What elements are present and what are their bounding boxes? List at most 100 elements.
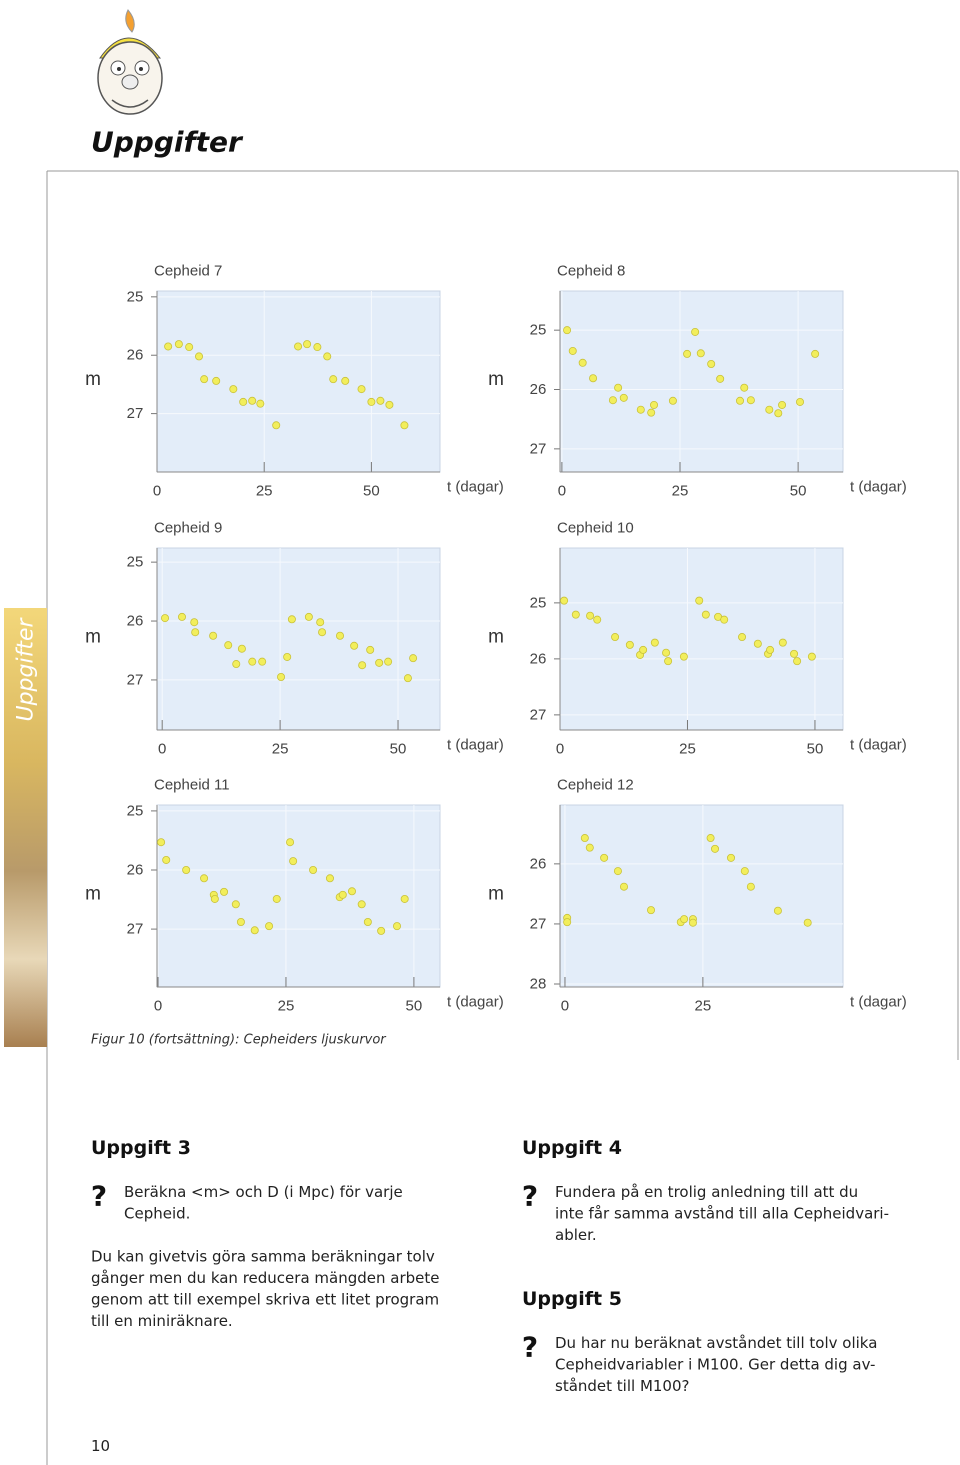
y-tick-label: 25 — [530, 594, 547, 611]
data-point — [580, 834, 589, 843]
chart-title: Cepheid 12 — [557, 777, 634, 794]
data-point — [688, 918, 697, 927]
data-point — [367, 397, 376, 406]
question-line: Cepheid. — [124, 1205, 190, 1223]
data-point — [161, 614, 170, 623]
y-axis-label: m — [85, 884, 101, 905]
y-tick-label: 26 — [127, 862, 144, 879]
data-point — [212, 376, 221, 385]
data-point — [619, 393, 628, 402]
data-point — [248, 396, 257, 405]
data-point — [563, 326, 572, 335]
y-axis-label: m — [85, 627, 101, 648]
data-point — [258, 657, 267, 666]
data-point — [790, 649, 799, 658]
data-point — [250, 926, 259, 935]
data-point — [182, 866, 191, 875]
y-tick-label: 27 — [530, 706, 547, 723]
data-point — [774, 409, 783, 418]
y-tick-label: 26 — [127, 347, 144, 364]
x-tick-label: 0 — [153, 483, 161, 500]
x-tick-label: 50 — [790, 483, 807, 500]
data-point — [303, 340, 312, 349]
y-tick-label: 25 — [127, 288, 144, 305]
data-point — [578, 358, 587, 367]
data-point — [289, 857, 298, 866]
data-point — [691, 327, 700, 336]
data-point — [753, 639, 762, 648]
task-title: Uppgift 5 — [522, 1288, 622, 1310]
x-tick-label: 0 — [154, 998, 162, 1015]
data-point — [706, 834, 715, 843]
data-point — [608, 396, 617, 405]
data-point — [283, 652, 292, 661]
task-text-line: till en miniräknare. — [91, 1312, 233, 1330]
data-point — [746, 882, 755, 891]
task-title: Uppgift 4 — [522, 1137, 622, 1159]
chart-title: Cepheid 10 — [557, 520, 634, 537]
data-point — [287, 615, 296, 624]
question-line: Du har nu beräknat avståndet till tolv o… — [555, 1334, 877, 1352]
data-point — [237, 644, 246, 653]
x-axis-label: t (dagar) — [850, 994, 907, 1011]
x-axis-label: t (dagar) — [447, 994, 504, 1011]
data-point — [400, 894, 409, 903]
x-tick-label: 25 — [272, 741, 289, 758]
data-point — [796, 397, 805, 406]
data-point — [200, 874, 209, 883]
data-point — [793, 657, 802, 666]
y-tick-label: 27 — [127, 921, 144, 938]
data-point — [384, 657, 393, 666]
data-point — [740, 383, 749, 392]
data-point — [400, 421, 409, 430]
data-point — [209, 631, 218, 640]
data-point — [357, 900, 366, 909]
data-point — [231, 900, 240, 909]
data-point — [236, 918, 245, 927]
x-tick-label: 25 — [256, 483, 273, 500]
page-title: Uppgifter — [91, 126, 244, 159]
sidebar-label: Uppgifter — [14, 617, 39, 722]
y-tick-label: 26 — [530, 381, 547, 398]
y-tick-label: 28 — [530, 975, 547, 992]
data-point — [647, 408, 656, 417]
data-point — [376, 396, 385, 405]
y-axis-label: m — [488, 627, 504, 648]
data-point — [680, 915, 689, 924]
mascot-icon — [97, 9, 163, 115]
data-point — [239, 397, 248, 406]
data-point — [679, 652, 688, 661]
data-point — [200, 375, 209, 384]
chart-title: Cepheid 8 — [557, 263, 625, 280]
x-tick-label: 0 — [558, 483, 566, 500]
data-point — [325, 874, 334, 883]
data-point — [366, 645, 375, 654]
data-point — [220, 887, 229, 896]
y-tick-label: 26 — [530, 650, 547, 667]
y-tick-label: 27 — [530, 915, 547, 932]
data-point — [357, 385, 366, 394]
data-point — [803, 918, 812, 927]
data-point — [740, 867, 749, 876]
data-point — [560, 596, 569, 605]
x-axis-label: t (dagar) — [447, 479, 504, 496]
question-icon: ? — [522, 1331, 538, 1364]
x-axis-label: t (dagar) — [850, 737, 907, 754]
task-title: Uppgift 3 — [91, 1137, 191, 1159]
data-point — [248, 657, 257, 666]
y-tick-label: 26 — [530, 855, 547, 872]
data-point — [625, 640, 634, 649]
data-point — [393, 922, 402, 931]
tasks: Uppgift 3? Beräkna <m> och D (i Mpc) för … — [91, 1137, 889, 1395]
x-tick-label: 0 — [158, 741, 166, 758]
x-tick-label: 25 — [672, 483, 689, 500]
data-point — [707, 359, 716, 368]
y-tick-label: 26 — [127, 613, 144, 630]
data-point — [746, 396, 755, 405]
data-point — [210, 894, 219, 903]
y-tick-label: 25 — [127, 554, 144, 571]
data-point — [224, 641, 233, 650]
data-point — [589, 374, 598, 383]
data-point — [341, 376, 350, 385]
